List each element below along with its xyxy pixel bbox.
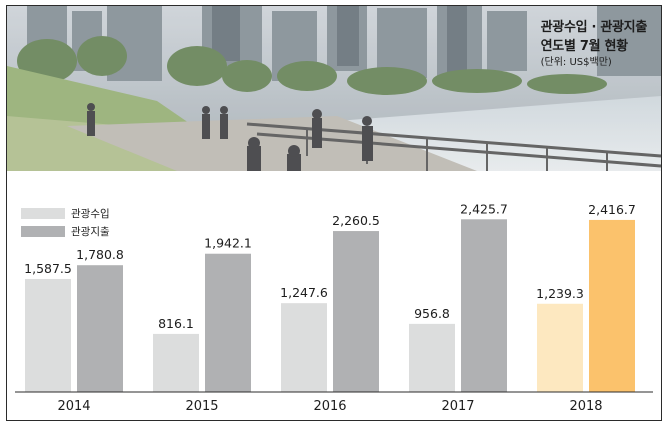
x-axis-labels: 2014 2015 2016 2017 2018	[57, 399, 602, 414]
x-tick-label-2017: 2017	[441, 399, 474, 414]
waterfront-photo	[7, 6, 661, 171]
bar-expense-2016	[333, 231, 379, 392]
bar-chart: 관광수입 관광지출 1,587.5 1,780.8 816.1 1,942.1 1,24…	[15, 201, 653, 414]
bar-expense-2015	[205, 253, 251, 392]
data-label-expense-2016: 2,260.5	[332, 213, 380, 228]
x-tick-label-2015: 2015	[185, 399, 218, 414]
data-label-expense-2017: 2,425.7	[460, 201, 508, 216]
legend-swatch-expense	[21, 226, 65, 237]
bar-income-2017	[409, 323, 455, 392]
data-label-income-2018: 1,239.3	[536, 286, 584, 301]
chart-frame: 관광수입 · 관광지출 연도별 7월 현황 (단위: US$백만) 관광수입 관…	[6, 5, 662, 421]
bars-group: 1,587.5 1,780.8 816.1 1,942.1 1,247.6 2,260.5…	[24, 201, 636, 392]
x-tick-label-2014: 2014	[57, 399, 90, 414]
legend-label-income: 관광수입	[71, 207, 110, 220]
data-label-expense-2018: 2,416.7	[588, 202, 636, 217]
data-label-income-2017: 956.8	[414, 306, 450, 321]
x-tick-label-2016: 2016	[313, 399, 346, 414]
data-label-income-2014: 1,587.5	[24, 261, 72, 276]
bar-income-2018	[537, 303, 583, 392]
x-tick-label-2018: 2018	[569, 399, 602, 414]
chart-title-block: 관광수입 · 관광지출 연도별 7월 현황 (단위: US$백만)	[540, 18, 648, 70]
legend-label-expense: 관광지출	[71, 226, 110, 238]
legend: 관광수입 관광지출	[21, 207, 110, 238]
bar-income-2014	[25, 278, 71, 392]
data-label-expense-2015: 1,942.1	[204, 236, 252, 251]
bar-expense-2017	[461, 219, 507, 392]
data-label-income-2016: 1,247.6	[280, 285, 328, 300]
title-line-2: 연도별 7월 현황	[540, 39, 628, 54]
unit-note: (단위: US$백만)	[540, 57, 612, 68]
bar-expense-2018	[589, 219, 635, 392]
bar-expense-2014	[77, 265, 123, 392]
data-label-expense-2014: 1,780.8	[76, 247, 124, 262]
data-label-income-2015: 816.1	[158, 316, 194, 331]
legend-swatch-income	[21, 208, 65, 219]
title-line-1: 관광수입 · 관광지출	[540, 20, 648, 35]
bar-income-2016	[281, 303, 327, 392]
bar-income-2015	[153, 333, 199, 392]
